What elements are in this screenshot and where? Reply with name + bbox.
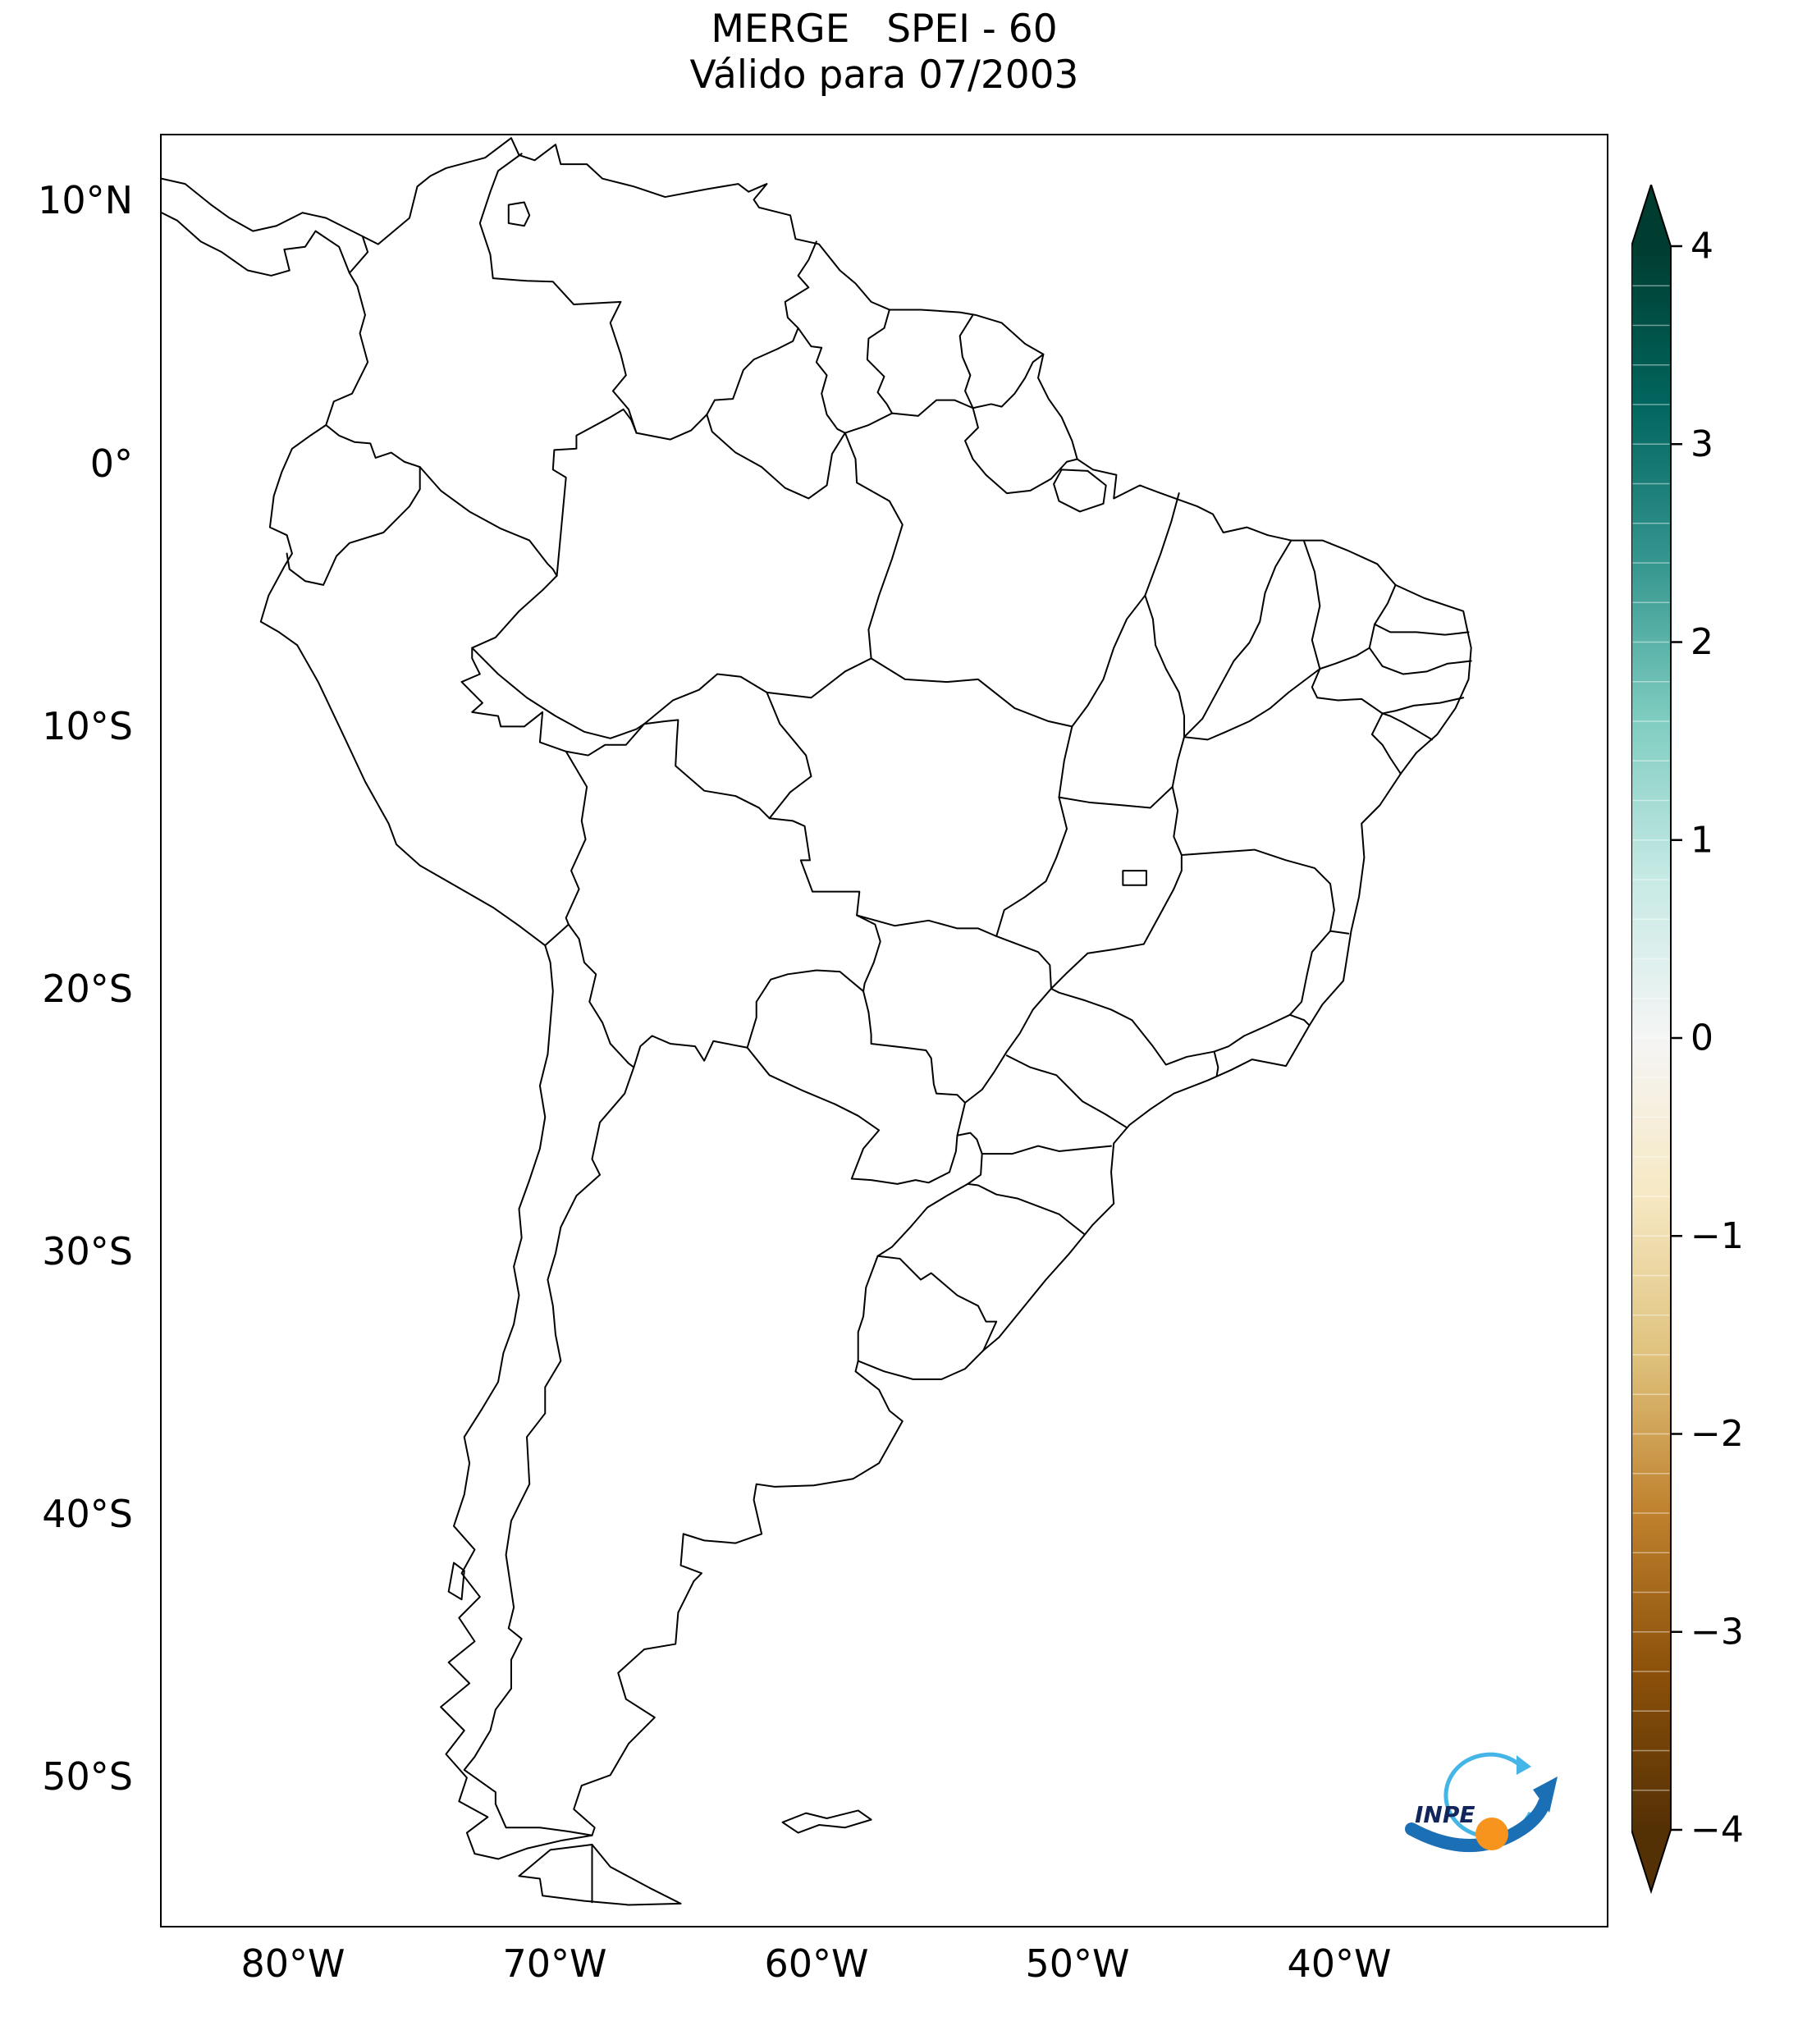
colorbar-tick-label: 2	[1690, 621, 1713, 663]
lon-tick-label: 40°W	[1287, 1941, 1392, 1986]
colorbar-tick-label: 0	[1690, 1017, 1713, 1059]
map-plot-area: INPE	[160, 134, 1608, 1927]
colorbar-tick-label: 3	[1690, 423, 1713, 465]
brazil-state-borders	[472, 408, 1471, 1233]
coastlines	[162, 138, 1471, 1905]
country-borders	[287, 153, 1044, 1902]
inpe-logo: INPE	[1405, 1752, 1558, 1852]
colorbar: 4 3 2 1 0 −1 −2 −3 −4	[1631, 185, 1744, 1895]
lat-tick-label: 30°S	[42, 1229, 133, 1273]
lat-tick-label: 0°	[89, 441, 133, 486]
colorbar-tick-label: −2	[1690, 1413, 1744, 1455]
inpe-arrow-icon	[1405, 1796, 1551, 1852]
colorbar-segment-lines	[1632, 285, 1670, 1791]
lat-tick-label: 40°S	[42, 1492, 133, 1536]
lat-tick-label: 20°S	[42, 967, 133, 1011]
colorbar-tick-label: 1	[1690, 819, 1713, 861]
lat-tick-label: 10°S	[42, 704, 133, 748]
colorbar-tick-labels: 4 3 2 1 0 −1 −2 −3 −4	[1690, 226, 1744, 1851]
inpe-arrowhead-icon	[1533, 1776, 1558, 1813]
inpe-swirl-arrowhead-icon	[1517, 1755, 1531, 1775]
colorbar-ticks	[1671, 245, 1682, 1831]
colorbar-tick-label: −4	[1690, 1809, 1744, 1851]
figure-subtitle: Válido para 07/2003	[689, 53, 1079, 98]
figure-title: MERGE SPEI - 60	[711, 7, 1058, 52]
colorbar-tick-label: −1	[1690, 1215, 1744, 1257]
lon-tick-label: 70°W	[502, 1941, 607, 1986]
lat-tick-label: 50°S	[42, 1754, 133, 1799]
lon-tick-label: 80°W	[240, 1941, 345, 1986]
colorbar-tick-label: 4	[1690, 226, 1713, 268]
south-america-map	[162, 135, 1607, 1926]
lon-tick-label: 50°W	[1025, 1941, 1130, 1986]
inpe-logo-text: INPE	[1415, 1801, 1475, 1828]
lon-tick-label: 60°W	[764, 1941, 869, 1986]
inpe-dot-icon	[1475, 1818, 1508, 1850]
lat-tick-label: 10°N	[38, 178, 133, 222]
colorbar-tick-label: −3	[1690, 1611, 1744, 1653]
